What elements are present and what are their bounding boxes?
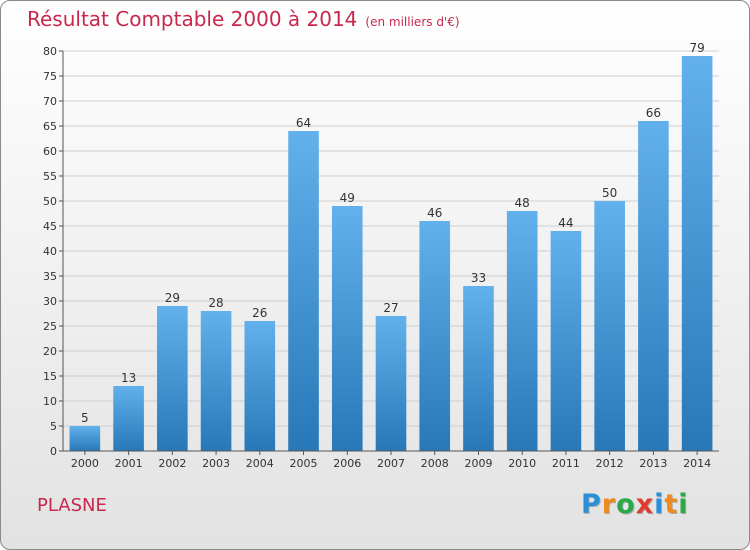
y-tick-label: 80 [43,45,57,58]
x-tick-label-2012: 2012 [596,457,624,470]
data-label-2008: 46 [427,206,442,220]
bar-2001 [113,386,144,451]
y-tick-label: 5 [50,420,57,433]
x-tick-label-2006: 2006 [333,457,361,470]
y-tick-label: 25 [43,320,57,333]
logo-letter: i [654,489,665,520]
logo-letter: r [601,489,617,520]
x-tick-label-2004: 2004 [246,457,274,470]
y-tick-label: 15 [43,370,57,383]
bar-2006 [331,206,363,451]
logo-letter: i [678,489,689,520]
logo-letter: x [635,489,655,520]
y-tick-label: 45 [43,220,57,233]
bars [69,56,713,451]
bar-2013 [638,121,669,451]
bar-2010 [506,211,538,451]
bar-2003 [200,311,232,451]
x-tick-label-2005: 2005 [290,457,318,470]
logo-letter: o [616,489,636,520]
x-tick-label-2011: 2011 [552,457,580,470]
chart-subtitle: (en milliers d'€) [365,15,460,29]
y-tick-label: 40 [43,245,57,258]
x-tick-label-2001: 2001 [115,457,143,470]
data-label-2002: 29 [165,291,180,305]
bar-2002 [157,306,188,451]
bar-2009 [463,286,494,451]
chart-title: Résultat Comptable 2000 à 2014 (en millie… [27,7,460,31]
x-tick-label-2014: 2014 [683,457,711,470]
y-tick-label: 0 [50,445,57,458]
y-tick-label: 55 [43,170,57,183]
x-tick-label-2008: 2008 [421,457,449,470]
commune-name: PLASNE [37,495,107,516]
x-tick-label-2000: 2000 [71,457,99,470]
x-tick-label-2007: 2007 [377,457,405,470]
y-tick-label: 10 [43,395,57,408]
data-label-2013: 66 [646,106,661,120]
bar-2012 [594,201,625,451]
data-label-2012: 50 [602,186,617,200]
y-tick-label: 20 [43,345,57,358]
bar-2007 [375,316,407,451]
bar-2011 [550,231,582,451]
data-label-2007: 27 [383,301,398,315]
y-tick-label: 50 [43,195,57,208]
y-tick-label: 30 [43,295,57,308]
proxiti-logo: Proxiti [581,489,689,520]
data-label-2003: 28 [208,296,223,310]
x-tick-label-2003: 2003 [202,457,230,470]
logo-letter: P [581,489,602,520]
x-tick-label-2009: 2009 [464,457,492,470]
y-tick-label: 75 [43,70,57,83]
bar-2008 [419,221,451,451]
data-label-2011: 44 [558,216,573,230]
x-tick-label-2013: 2013 [639,457,667,470]
data-label-2009: 33 [471,271,486,285]
bar-2000 [69,426,101,451]
bar-2004 [244,321,276,451]
bar-2005 [288,131,319,451]
y-tick-label: 65 [43,120,57,133]
x-tick-label-2002: 2002 [158,457,186,470]
logo-letter: t [664,489,679,520]
data-label-2005: 64 [296,116,311,130]
axes: 0 5 10 15 20 25 30 35 40 45 50 55 60 65 70 75 80 2000 2001… [43,45,719,470]
data-labels: 5 13 29 28 26 64 49 27 46 33 48 44 50 66 79 [81,41,705,425]
data-label-2010: 48 [515,196,530,210]
data-label-2004: 26 [252,306,267,320]
y-tick-label: 60 [43,145,57,158]
data-label-2014: 79 [689,41,704,55]
data-label-2001: 13 [121,371,136,385]
data-label-2000: 5 [81,411,89,425]
data-label-2006: 49 [340,191,355,205]
chart-title-text: Résultat Comptable 2000 à 2014 [27,7,358,31]
y-tick-label: 70 [43,95,57,108]
y-tick-label: 35 [43,270,57,283]
bar-2014 [681,56,713,451]
x-tick-label-2010: 2010 [508,457,536,470]
